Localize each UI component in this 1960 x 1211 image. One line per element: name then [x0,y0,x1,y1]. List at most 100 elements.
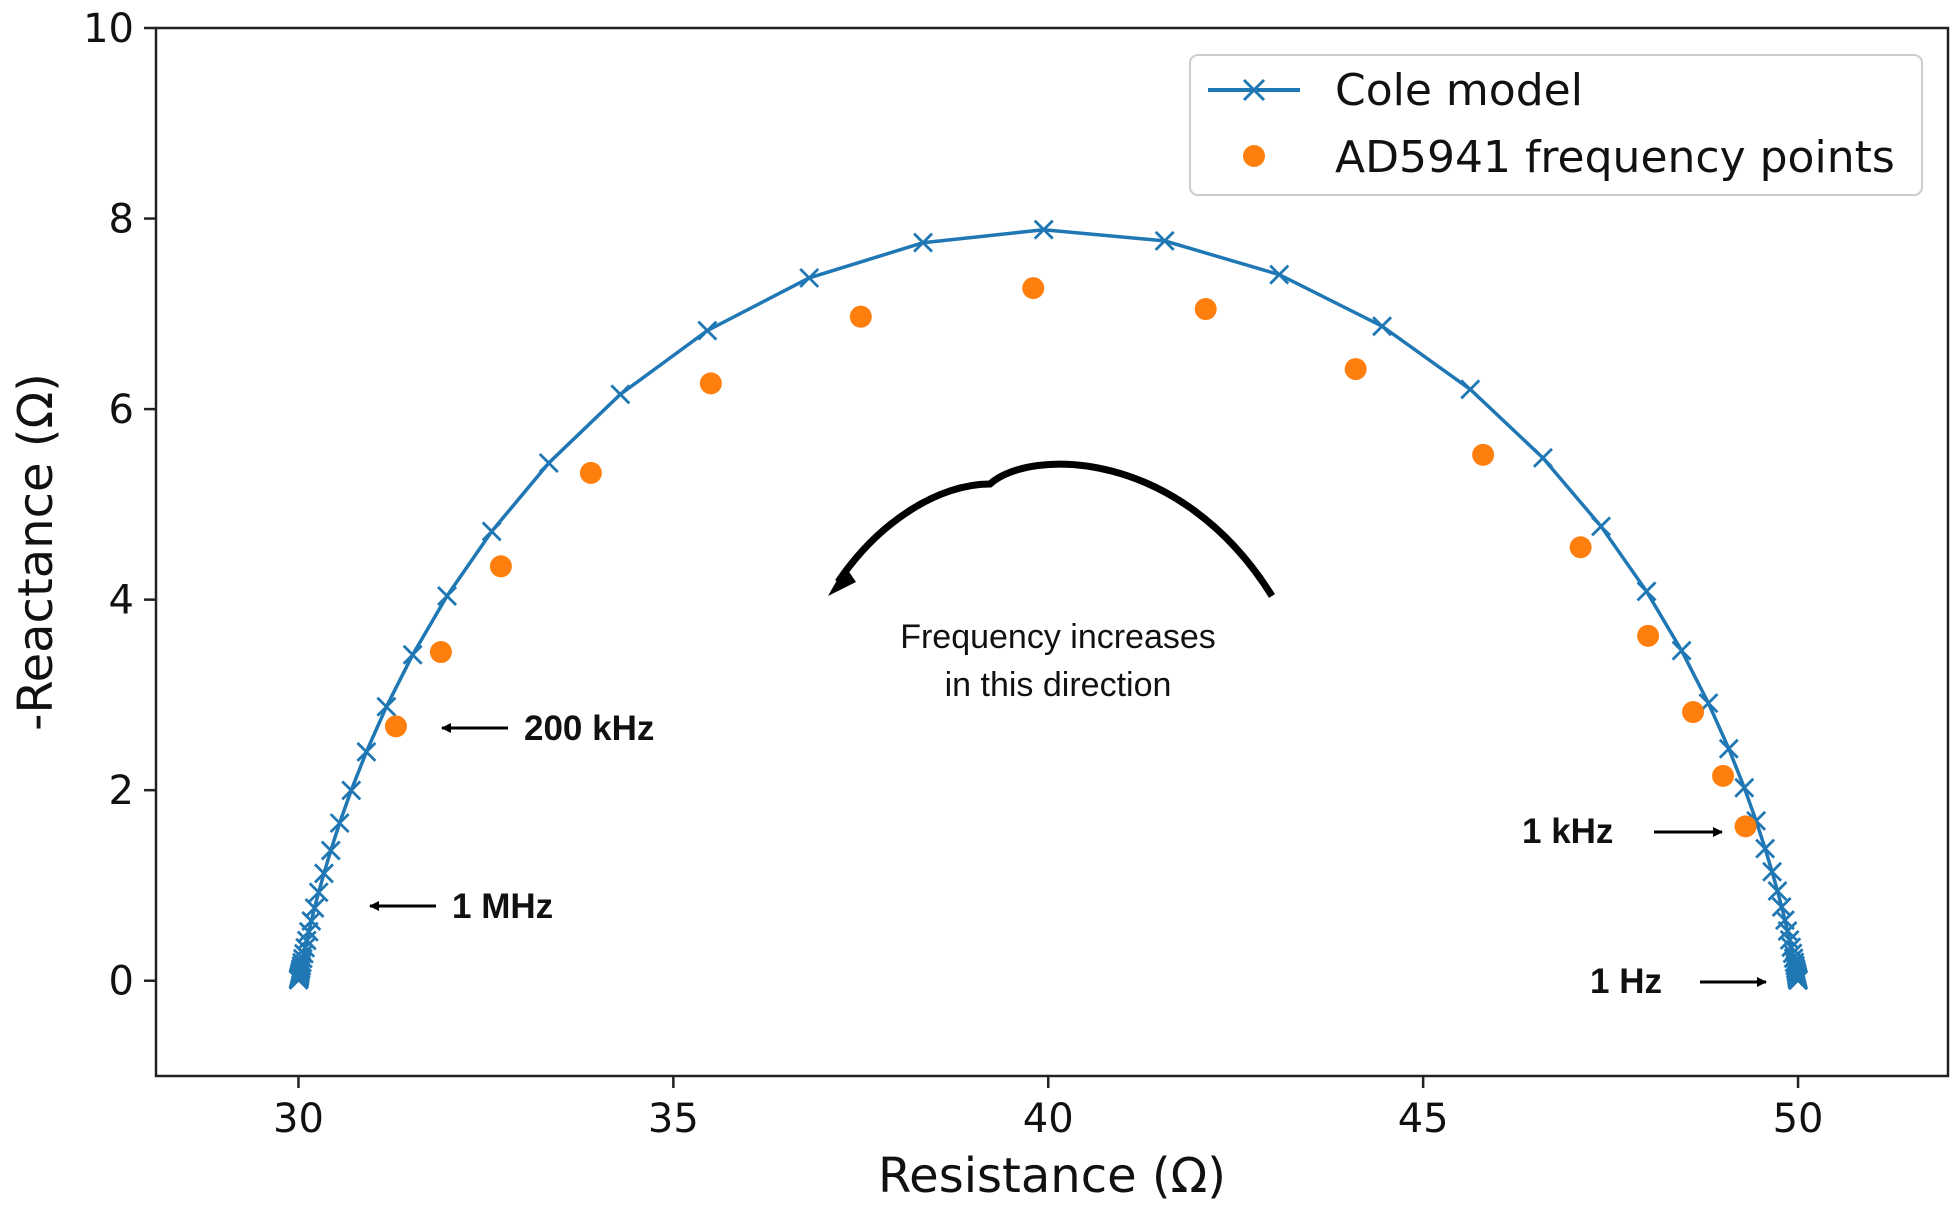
cole-model-marker-stroke [402,644,423,665]
y-tick-label: 0 [109,959,134,1005]
cole-model-point [1591,516,1612,537]
cole-model-marker-stroke [1781,937,1802,958]
cole-model-marker-stroke [1460,379,1481,400]
cole-model-point [291,955,312,976]
cole-model-marker-stroke [1033,219,1054,240]
cole-model-point [1755,838,1776,859]
cole-model-marker-stroke [291,955,312,976]
cole-model-point [913,232,934,253]
cole-model-point [301,911,322,932]
cole-model-marker-stroke [376,696,397,717]
cole-model-marker-stroke [304,898,325,919]
cole-model-marker-stroke [1671,640,1692,661]
cole-model-point [610,384,631,405]
cole-model-marker-stroke [1771,896,1792,917]
cole-model-point [1154,230,1175,251]
ad5941-point [489,555,512,578]
cole-model-point [329,813,350,834]
cole-model-marker-stroke [1762,861,1783,882]
cole-model-marker-stroke [610,384,631,405]
cole-model-point [341,780,362,801]
cole-model-point [1033,219,1054,240]
cole-model-marker-stroke [799,267,820,288]
cole-model-marker-stroke [1718,738,1739,759]
frequency-note-line-1: Frequency increases [900,618,1216,656]
cole-model-point [437,585,458,606]
cole-model-marker-stroke [1787,970,1808,991]
frequency-note-line-2: in this direction [945,666,1172,704]
cole-model-marker-stroke [356,741,377,762]
x-tick-label: 45 [1398,1096,1449,1142]
cole-model-point [1718,738,1739,759]
ad5941-point [699,372,722,395]
x-tick-label: 30 [273,1096,324,1142]
cole-model-point [1460,379,1481,400]
cole-model-point [799,267,820,288]
cole-model-point [1734,777,1755,798]
series-layer [288,219,1808,991]
x-tick-label: 40 [1023,1096,1074,1142]
cole-model-marker-stroke [538,452,559,473]
cole-model-marker-stroke [341,780,362,801]
legend-box [1189,54,1923,196]
frequency-direction-arrowhead [828,566,856,596]
cole-model-marker-stroke [1591,516,1612,537]
cole-model-point [1532,447,1553,468]
plot-frame [154,26,1950,1078]
cole-model-point [1787,970,1808,991]
cole-model-marker-stroke [1755,838,1776,859]
cole-model-marker-stroke [320,840,341,861]
cole-model-point [356,741,377,762]
cole-model-line [296,227,1800,981]
cole-model-marker-stroke [697,320,718,341]
cole-model-marker-stroke [1767,881,1788,902]
cole-model-point [376,696,397,717]
cole-model-marker-stroke [1269,264,1290,285]
cole-model-marker-stroke [295,937,316,958]
legend-label-cole: Cole model [1335,65,1583,116]
cole-model-point [481,521,502,542]
annotation-1hz: 1 Hz [1590,962,1767,1001]
annotation-1mhz: 1 MHz [369,887,553,926]
cole-model-marker-stroke [329,813,350,834]
ad5941-point [429,641,452,664]
cole-model-marker-stroke [308,882,329,903]
ad5941-point [1194,298,1217,321]
ad5941-point [1712,764,1735,787]
ad5941-point [1734,815,1757,838]
cole-model-marker-stroke [1734,777,1755,798]
x-tick-label: 35 [648,1096,699,1142]
ad5941-point [1637,624,1660,647]
annotation-200khz-label: 200 kHz [524,709,654,748]
cole-model-point [308,882,329,903]
cole-model-point [1269,264,1290,285]
legend-marker-ad5941 [1243,145,1265,167]
cole-model-point [1636,581,1657,602]
cole-model-point [1762,861,1783,882]
y-axis-title: -Reactance (Ω) [8,373,64,731]
cole-model-point [1671,640,1692,661]
x-axis: 30 35 40 45 50 [273,1076,1823,1142]
frequency-direction-arrow [835,460,1275,598]
cole-model-point [1767,881,1788,902]
annotation-1khz-label: 1 kHz [1522,812,1613,851]
cole-model-point [295,937,316,958]
cole-model-marker-stroke [1372,316,1393,337]
cole-model-marker-stroke [1636,581,1657,602]
legend-marker-cole [1242,78,1266,102]
cole-model-marker-stroke [293,943,314,964]
x-axis-title: Resistance (Ω) [878,1148,1226,1204]
cole-model-point [1372,316,1393,337]
cole-model-point [538,452,559,473]
cole-model-marker-stroke [1532,447,1553,468]
cole-model-marker-stroke [437,585,458,606]
ad5941-point [384,715,407,738]
ad5941-point [1682,701,1705,724]
cole-model-marker-stroke [313,863,334,884]
cole-model-point [402,644,423,665]
ad5941-point [1022,277,1045,300]
cole-model-marker-stroke [1782,943,1803,964]
cole-model-marker-stroke [1774,910,1795,931]
